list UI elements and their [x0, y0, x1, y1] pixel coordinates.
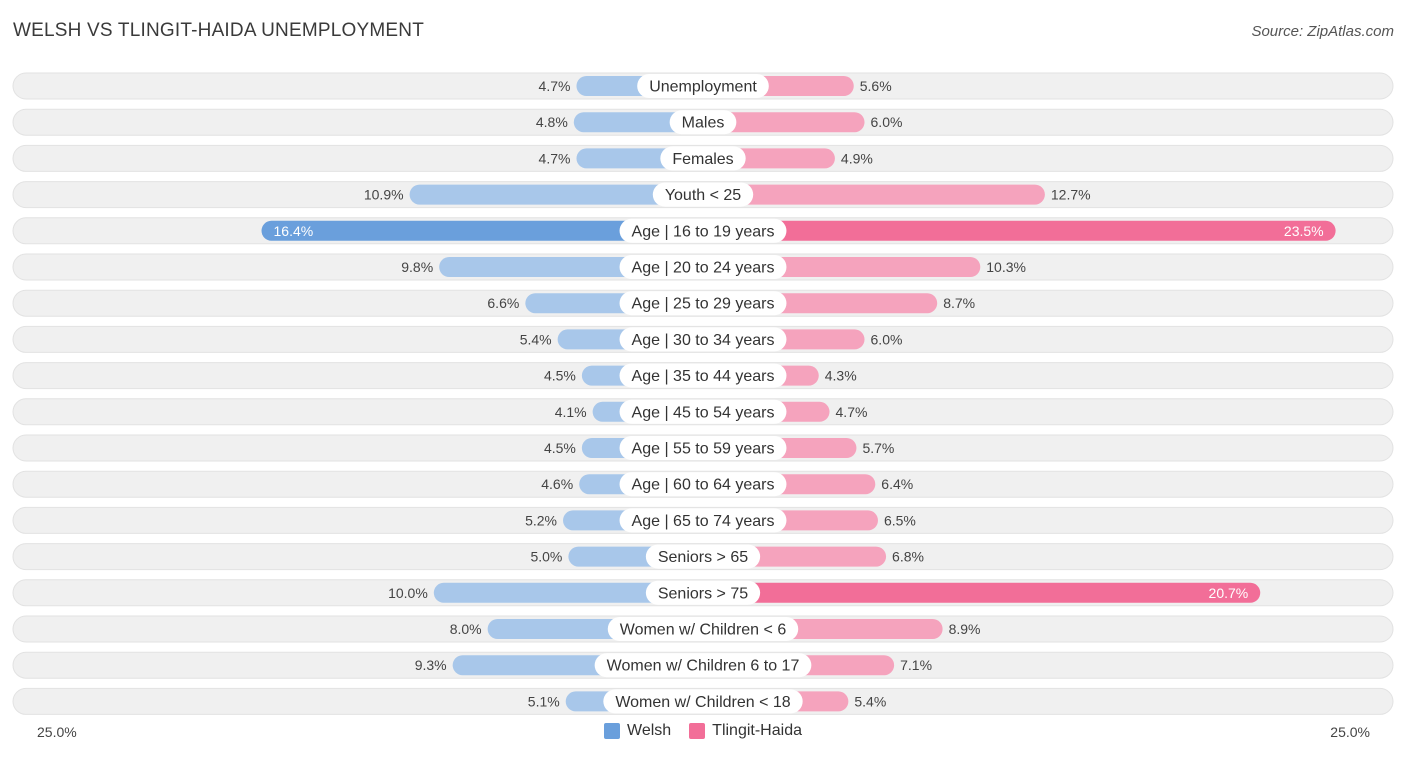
category-label-pill: [619, 508, 787, 533]
category-label: Age | 60 to 64 years: [632, 477, 775, 494]
category-label: Age | 30 to 34 years: [632, 332, 775, 349]
value-label-welsh: 5.2%: [525, 512, 557, 528]
bar-welsh: [433, 582, 703, 603]
category-label: Women w/ Children 6 to 17: [607, 658, 800, 675]
category-label-pill: [594, 653, 812, 678]
value-label-welsh: 5.4%: [520, 331, 552, 347]
category-label-pill: [607, 617, 799, 641]
category-label-pill: [669, 110, 737, 135]
value-label-tlingit: 6.0%: [871, 114, 903, 130]
category-label-pill: [660, 146, 746, 171]
value-label-tlingit: 4.3%: [825, 368, 857, 384]
category-label-pill: [619, 363, 787, 388]
value-label-welsh: 9.8%: [401, 259, 433, 275]
value-label-tlingit: 6.4%: [881, 476, 913, 492]
legend-label-tlingit: Tlingit-Haida: [712, 722, 802, 739]
bar-tlingit: [703, 582, 1261, 603]
category-label-pill: [619, 399, 787, 424]
bar-tlingit: [703, 112, 865, 133]
category-label-pill: [619, 255, 787, 279]
category-label: Females: [672, 151, 733, 168]
category-label: Unemployment: [649, 79, 757, 96]
value-label-welsh: 9.3%: [415, 657, 447, 673]
value-label-welsh: 4.7%: [539, 78, 571, 94]
category-label-pill: [637, 74, 769, 98]
value-label-welsh: 6.6%: [487, 295, 519, 311]
category-label-pill: [619, 472, 787, 497]
category-label-pill: [645, 580, 761, 605]
value-label-tlingit: 8.7%: [943, 295, 975, 311]
legend-swatch-welsh: [604, 723, 620, 739]
category-label-pill: [619, 291, 787, 316]
value-label-tlingit: 20.7%: [1209, 585, 1249, 601]
category-label: Youth < 25: [665, 187, 741, 204]
bar-welsh: [573, 112, 703, 133]
category-label: Age | 45 to 54 years: [632, 404, 775, 421]
category-label-pill: [652, 182, 754, 207]
value-label-tlingit: 4.9%: [841, 150, 873, 166]
bar-welsh: [261, 220, 703, 241]
value-label-tlingit: 6.0%: [871, 331, 903, 347]
value-label-welsh: 4.5%: [544, 368, 576, 384]
value-label-tlingit: 6.5%: [884, 512, 916, 528]
category-label: Males: [682, 115, 725, 132]
value-label-tlingit: 5.4%: [854, 693, 886, 709]
value-label-tlingit: 4.7%: [836, 404, 868, 420]
value-label-tlingit: 12.7%: [1051, 187, 1091, 203]
category-label: Age | 35 to 44 years: [632, 368, 775, 385]
value-label-welsh: 4.6%: [541, 476, 573, 492]
legend-swatch-tlingit: [689, 723, 706, 739]
legend: Welsh Tlingit-Haida: [0, 722, 1406, 740]
legend-item-welsh[interactable]: Welsh: [604, 722, 671, 740]
bar-tlingit: [703, 220, 1336, 241]
category-label: Age | 65 to 74 years: [632, 513, 775, 530]
value-label-welsh: 5.0%: [530, 549, 562, 565]
value-label-tlingit: 5.7%: [862, 440, 894, 456]
value-label-tlingit: 8.9%: [949, 621, 981, 637]
value-label-tlingit: 7.1%: [900, 657, 932, 673]
axis-max-label-right: 25.0%: [1330, 724, 1370, 740]
category-label-pill: [645, 544, 761, 569]
value-label-welsh: 4.1%: [555, 404, 587, 420]
axis-min-label-left: 25.0%: [37, 724, 77, 740]
value-label-welsh: 10.0%: [388, 585, 428, 601]
value-label-tlingit: 23.5%: [1284, 223, 1324, 239]
category-label-pill: [603, 689, 803, 714]
value-label-welsh: 4.5%: [544, 440, 576, 456]
value-label-tlingit: 10.3%: [986, 259, 1026, 275]
chart-title: WELSH VS TLINGIT-HAIDA UNEMPLOYMENT: [13, 20, 425, 41]
bar-tlingit: [703, 184, 1045, 205]
category-label: Seniors > 75: [658, 585, 748, 602]
category-label: Age | 25 to 29 years: [632, 296, 775, 313]
value-label-welsh: 4.8%: [536, 114, 568, 130]
legend-label-welsh: Welsh: [627, 722, 672, 739]
bar-welsh: [409, 184, 703, 205]
category-label: Age | 16 to 19 years: [632, 223, 775, 240]
source-label: Source: ZipAtlas.com: [1251, 23, 1394, 40]
category-label: Women w/ Children < 6: [620, 622, 787, 639]
value-label-welsh: 10.9%: [364, 187, 404, 203]
value-label-tlingit: 6.8%: [892, 549, 924, 565]
category-label: Women w/ Children < 18: [615, 694, 790, 711]
category-label: Age | 20 to 24 years: [632, 260, 775, 277]
value-label-tlingit: 5.6%: [860, 78, 892, 94]
category-label: Age | 55 to 59 years: [632, 441, 775, 458]
value-label-welsh: 8.0%: [450, 621, 482, 637]
category-label-pill: [619, 218, 787, 243]
category-label-pill: [619, 327, 787, 352]
value-label-welsh: 4.7%: [539, 150, 571, 166]
category-label-pill: [619, 436, 787, 460]
value-label-welsh: 5.1%: [528, 693, 560, 709]
legend-item-tlingit[interactable]: Tlingit-Haida: [689, 722, 802, 740]
category-label: Seniors > 65: [658, 549, 748, 566]
value-label-welsh: 16.4%: [274, 223, 314, 239]
